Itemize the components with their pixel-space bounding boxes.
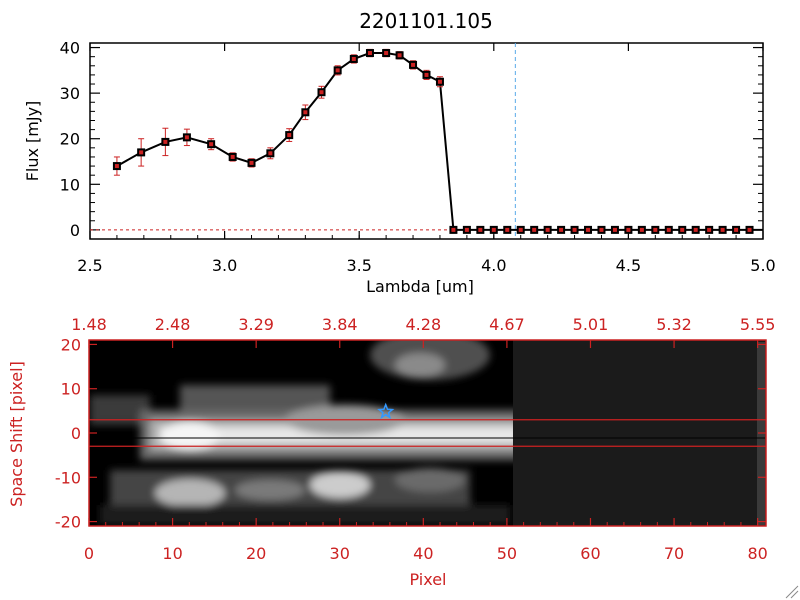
data-point-core <box>230 154 235 159</box>
data-point-core <box>114 164 119 169</box>
wavelength-tick-label: 5.01 <box>573 315 609 334</box>
wavelength-tick-label: 3.84 <box>322 315 358 334</box>
data-point-core <box>268 151 273 156</box>
spectrum-series <box>90 43 763 239</box>
data-point-core <box>411 62 416 67</box>
spectrum-x-tick-label: 2.5 <box>77 256 102 275</box>
spectrum-x-tick-label: 4.0 <box>481 256 506 275</box>
spectrum-x-tick-label: 4.5 <box>616 256 641 275</box>
spectrum-image: 0 10 20 30 40 50 60 70 80 -20 -10 0 10 20 1.48 2.48 3.… <box>55 315 776 563</box>
data-point-core <box>720 227 725 232</box>
image-x-axis-label: Pixel <box>409 570 446 589</box>
image-x-tick-label: 80 <box>747 544 767 563</box>
image-y-axis-label: Space Shift [pixel] <box>7 361 26 507</box>
data-point-core <box>586 227 591 232</box>
data-point-core <box>532 227 537 232</box>
data-point-core <box>666 227 671 232</box>
data-point-core <box>424 72 429 77</box>
aperture-lines <box>89 419 766 447</box>
image-x-tick-label: 60 <box>580 544 600 563</box>
spectrum-y-tick-label: 10 <box>60 175 80 194</box>
spectrum-y-tick-label: 40 <box>60 39 80 58</box>
image-x-tick-label: 50 <box>497 544 517 563</box>
data-point-core <box>518 227 523 232</box>
wavelength-tick-label: 2.48 <box>155 315 191 334</box>
data-point-core <box>139 150 144 155</box>
wavelength-tick-label: 1.48 <box>71 315 107 334</box>
chart-title: 2201101.105 <box>359 9 493 33</box>
spectrum-y-tick-label: 20 <box>60 130 80 149</box>
image-y-tick-label: 0 <box>71 424 81 443</box>
data-point-core <box>437 79 442 84</box>
image-data-region <box>89 340 513 526</box>
data-point-core <box>559 227 564 232</box>
image-wavelength-ticks: 1.48 2.48 3.29 3.84 4.28 4.67 5.01 5.32 5.55 <box>71 315 775 348</box>
data-point-core <box>209 142 214 147</box>
data-point-core <box>505 227 510 232</box>
image-y-tick-label: 10 <box>61 380 81 399</box>
spectrum-y-axis-label: Flux [mJy] <box>23 101 42 182</box>
data-point-core <box>653 227 658 232</box>
spectrum-x-tick-label: 5.0 <box>750 256 775 275</box>
wavelength-tick-label: 3.29 <box>238 315 274 334</box>
image-y-tick-label: 20 <box>61 335 81 354</box>
data-point-core <box>491 227 496 232</box>
image-x-tick-label: 0 <box>84 544 94 563</box>
data-point-core <box>335 68 340 73</box>
data-point-core <box>384 51 389 56</box>
data-point-core <box>693 227 698 232</box>
data-point-core <box>707 227 712 232</box>
spectrum-x-ticks: 2.5 3.0 3.5 4.0 4.5 5.0 <box>77 43 776 275</box>
spectrum-x-tick-label: 3.5 <box>346 256 371 275</box>
image-x-tick-label: 30 <box>330 544 350 563</box>
data-point-core <box>572 227 577 232</box>
data-point-core <box>351 56 356 61</box>
data-point-core <box>680 227 685 232</box>
image-y-ticks: -20 -10 0 10 20 <box>55 335 766 532</box>
spectrum-y-tick-label: 0 <box>70 221 80 240</box>
data-point-core <box>599 227 604 232</box>
data-point-core <box>287 133 292 138</box>
data-point-core <box>734 227 739 232</box>
spectrum-frame <box>89 42 764 240</box>
image-x-tick-label: 40 <box>413 544 433 563</box>
data-point-core <box>184 135 189 140</box>
wavelength-tick-label: 4.28 <box>406 315 442 334</box>
data-point-core <box>249 160 254 165</box>
data-point-core <box>639 227 644 232</box>
data-point-core <box>303 110 308 115</box>
data-point-core <box>367 51 372 56</box>
source-star-icon <box>377 402 395 420</box>
data-point-core <box>626 227 631 232</box>
resize-grip-icon[interactable] <box>785 585 799 599</box>
image-x-tick-label: 70 <box>664 544 684 563</box>
image-x-ticks: 0 10 20 30 40 50 60 70 80 <box>84 518 768 563</box>
data-point-core <box>451 227 456 232</box>
spectrum-y-tick-label: 30 <box>60 84 80 103</box>
spectrum-y-ticks: 0 10 20 30 40 <box>60 39 763 240</box>
wavelength-tick-label: 5.55 <box>740 315 776 334</box>
data-point-core <box>747 227 752 232</box>
wavelength-tick-label: 5.32 <box>656 315 692 334</box>
image-y-tick-label: -10 <box>55 468 81 487</box>
data-point-core <box>319 90 324 95</box>
image-y-tick-label: -20 <box>55 513 81 532</box>
spectrum-x-axis-label: Lambda [um] <box>366 277 474 296</box>
data-point-core <box>545 227 550 232</box>
data-point-core <box>163 139 168 144</box>
image-x-tick-label: 20 <box>246 544 266 563</box>
data-point-core <box>478 227 483 232</box>
spectrum-x-tick-label: 3.0 <box>212 256 237 275</box>
data-point-core <box>612 227 617 232</box>
image-x-tick-label: 10 <box>162 544 182 563</box>
wavelength-tick-label: 4.67 <box>489 315 525 334</box>
data-point-core <box>397 53 402 58</box>
data-point-core <box>464 227 469 232</box>
spectrum-plot-area: 2.5 3.0 3.5 4.0 4.5 5.0 0 10 20 30 40 <box>60 39 776 275</box>
